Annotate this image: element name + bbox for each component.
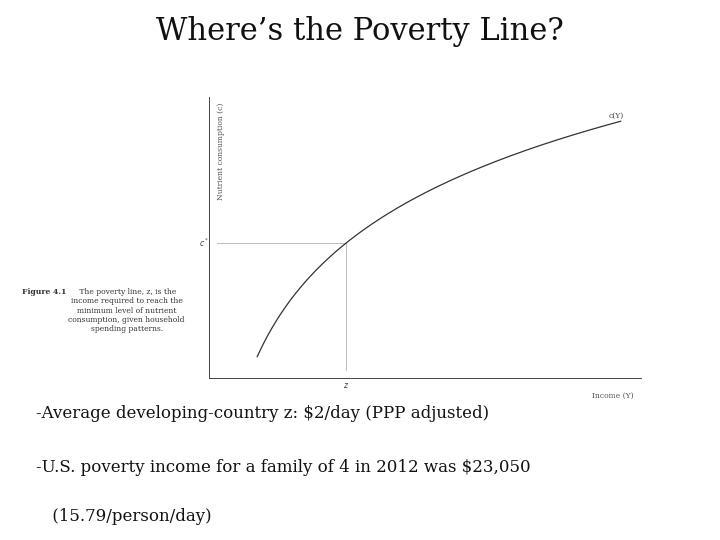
Text: Figure 4.1: Figure 4.1 [22, 288, 66, 296]
Text: Nutrient consumption (c): Nutrient consumption (c) [217, 103, 225, 200]
Text: -Average developing-country z: $2/day (PPP adjusted): -Average developing-country z: $2/day (P… [36, 405, 489, 422]
Text: -U.S. poverty income for a family of 4 in 2012 was $23,050: -U.S. poverty income for a family of 4 i… [36, 459, 531, 476]
Text: (15.79/person/day): (15.79/person/day) [47, 508, 212, 524]
Text: $z$: $z$ [343, 381, 349, 390]
Text: Where’s the Poverty Line?: Where’s the Poverty Line? [156, 16, 564, 47]
Text: $c^*$: $c^*$ [199, 237, 209, 249]
Text: c(Y): c(Y) [608, 112, 624, 120]
Text: Income (Y): Income (Y) [592, 392, 634, 400]
Text: The poverty line, z, is the
income required to reach the
minimum level of nutrie: The poverty line, z, is the income requi… [68, 288, 185, 333]
